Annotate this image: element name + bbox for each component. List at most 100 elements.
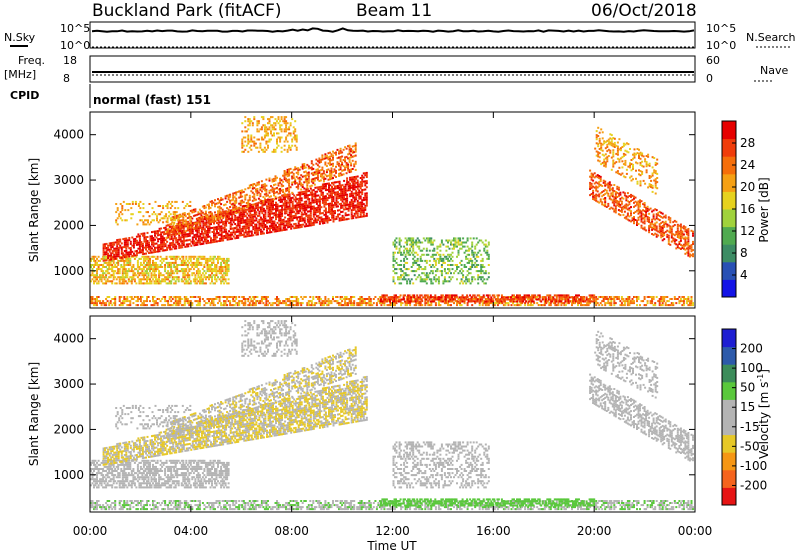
power-cell xyxy=(347,213,350,216)
power-cell xyxy=(188,268,191,271)
power-cell xyxy=(200,257,203,260)
power-cell xyxy=(294,222,297,225)
power-cell xyxy=(244,208,247,211)
power-cell xyxy=(341,190,344,193)
power-cell xyxy=(253,136,256,139)
power-cell xyxy=(241,138,244,141)
power-cell xyxy=(312,167,315,170)
power-cell xyxy=(273,230,276,233)
power-cell xyxy=(317,219,320,221)
power-cell xyxy=(161,235,164,238)
power-cell xyxy=(322,172,325,175)
power-cell xyxy=(276,207,279,210)
power-cell xyxy=(407,253,410,256)
power-cell xyxy=(208,231,211,234)
power-cell xyxy=(251,302,254,305)
power-cell xyxy=(248,184,251,187)
power-cell xyxy=(287,197,290,200)
power-cell xyxy=(238,232,241,235)
power-cell xyxy=(204,212,207,215)
power-cell xyxy=(383,304,386,307)
power-cell xyxy=(203,238,206,241)
power-cell xyxy=(294,134,297,137)
power-cell xyxy=(297,302,300,305)
power-cell xyxy=(209,215,212,218)
power-cell xyxy=(394,272,396,275)
power-cell xyxy=(203,236,206,239)
power-cell xyxy=(210,241,212,244)
power-cell xyxy=(425,302,428,305)
power-cell xyxy=(262,207,265,210)
power-cell xyxy=(118,300,121,303)
power-cell xyxy=(151,239,153,242)
power-cell xyxy=(272,204,274,207)
power-cell xyxy=(276,140,278,143)
power-cell xyxy=(353,192,356,195)
power-cell xyxy=(676,298,679,300)
power-cell xyxy=(332,154,334,157)
power-cell xyxy=(112,278,115,281)
power-cell xyxy=(338,180,341,183)
power-cell xyxy=(328,202,330,205)
power-cell xyxy=(306,188,309,191)
power-cell xyxy=(188,276,191,279)
power-cell xyxy=(365,196,368,199)
power-cell xyxy=(300,199,303,202)
power-cell xyxy=(259,222,262,225)
power-cell xyxy=(359,207,362,210)
power-cell xyxy=(135,250,138,252)
power-cell xyxy=(128,239,131,242)
power-cell xyxy=(144,274,147,277)
power-cell xyxy=(191,211,194,214)
power-cell xyxy=(361,201,364,204)
power-cell xyxy=(362,215,365,218)
power-cell xyxy=(654,302,657,305)
power-cell xyxy=(637,296,640,298)
power-cell xyxy=(346,203,349,206)
power-cell xyxy=(271,304,274,307)
power-cell xyxy=(129,304,132,307)
power-cell xyxy=(127,209,130,212)
power-cell xyxy=(155,300,157,303)
power-cell xyxy=(297,298,300,300)
power-cell xyxy=(287,205,290,208)
power-cell xyxy=(195,304,198,307)
power-cell xyxy=(306,224,309,227)
power-cell xyxy=(306,204,309,207)
power-cell xyxy=(165,257,168,260)
power-cell xyxy=(238,214,241,217)
power-cell xyxy=(260,186,263,189)
power-cell xyxy=(172,219,175,222)
power-cell xyxy=(232,192,235,195)
power-cell xyxy=(330,175,333,178)
power-cell xyxy=(515,298,517,300)
power-cell xyxy=(203,270,206,273)
power-cell xyxy=(305,202,308,205)
power-cell xyxy=(215,219,218,221)
power-cell xyxy=(169,213,172,216)
power-cell xyxy=(530,302,533,305)
power-cell xyxy=(356,214,359,217)
power-cell xyxy=(163,237,166,240)
power-cell xyxy=(344,189,347,192)
power-cell xyxy=(341,304,344,307)
power-cell xyxy=(217,234,220,236)
power-cell xyxy=(297,177,300,180)
power-cell xyxy=(108,266,111,268)
power-cell xyxy=(137,241,140,244)
power-cell xyxy=(291,171,294,174)
power-cell xyxy=(120,304,123,307)
power-cell xyxy=(268,179,271,182)
power-cell xyxy=(318,165,321,168)
power-cell xyxy=(108,280,111,283)
power-cell xyxy=(340,219,343,222)
power-cell xyxy=(202,240,205,243)
power-cell xyxy=(362,203,365,206)
power-cell xyxy=(284,228,287,231)
power-cell xyxy=(171,276,174,279)
power-cell xyxy=(96,278,98,281)
power-cell xyxy=(198,280,201,283)
power-cell xyxy=(144,255,147,258)
power-cell xyxy=(248,122,251,125)
power-cell xyxy=(310,302,313,305)
